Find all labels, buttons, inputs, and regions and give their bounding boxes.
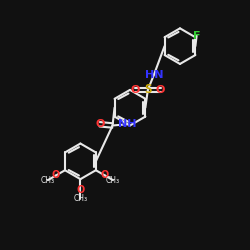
Text: CH₃: CH₃ [41,176,55,185]
Text: CH₃: CH₃ [73,194,88,203]
Text: O: O [130,85,140,95]
Text: O: O [76,184,84,194]
Text: CH₃: CH₃ [106,176,120,185]
Text: HN: HN [145,70,163,80]
Text: F: F [193,31,200,41]
Text: O: O [95,119,104,129]
Text: O: O [52,170,60,180]
Text: O: O [156,85,165,95]
Text: S: S [144,84,152,96]
Text: NH: NH [118,119,137,129]
Text: O: O [101,170,109,180]
